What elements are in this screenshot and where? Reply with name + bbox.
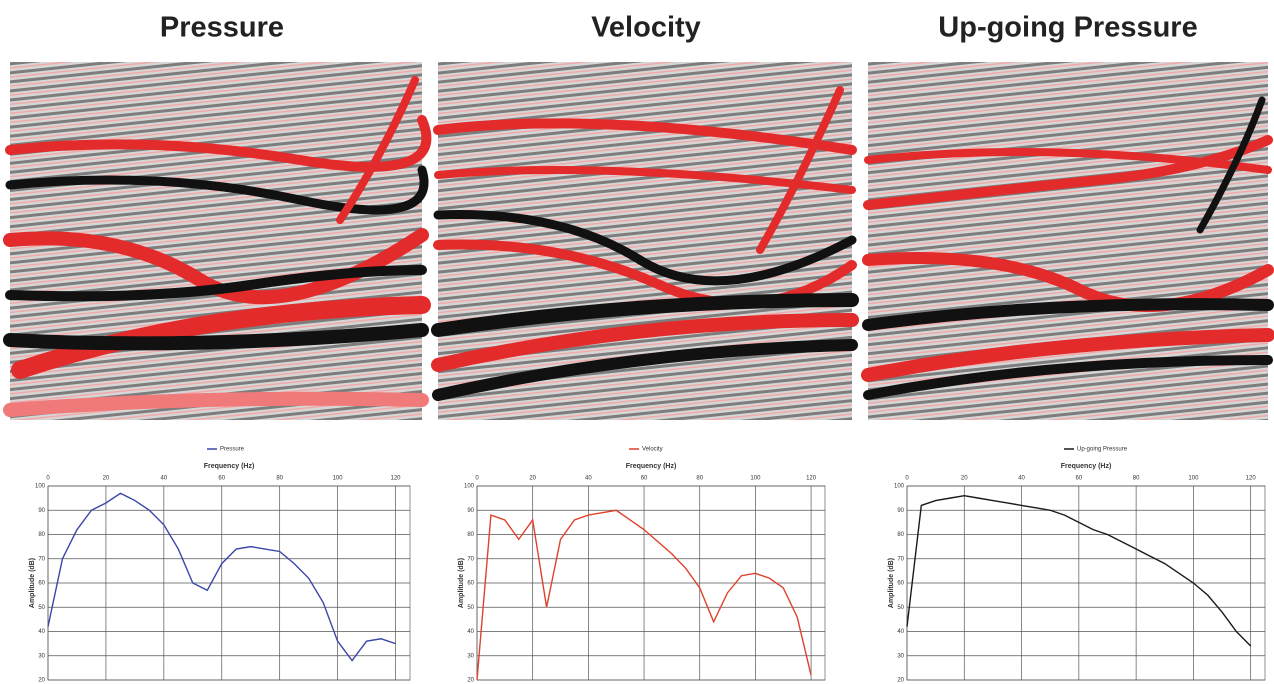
y-tick-label: 40 xyxy=(897,629,904,635)
legend-label: Pressure xyxy=(220,447,245,453)
panel-title: Velocity xyxy=(591,12,701,44)
legend-label: Velocity xyxy=(642,447,663,453)
y-axis-label: Amplitude (dB) xyxy=(29,558,36,608)
x-tick-label: 60 xyxy=(218,476,225,482)
x-tick-label: 100 xyxy=(1188,476,1199,482)
x-tick-label: 60 xyxy=(1075,476,1082,482)
y-tick-label: 60 xyxy=(38,581,45,587)
y-tick-label: 90 xyxy=(467,508,474,514)
legend-label: Up-going Pressure xyxy=(1077,447,1128,453)
y-tick-label: 100 xyxy=(894,484,905,490)
x-tick-label: 60 xyxy=(641,476,648,482)
y-tick-label: 20 xyxy=(897,678,904,684)
seismic-image xyxy=(10,62,426,420)
x-tick-label: 20 xyxy=(961,476,968,482)
y-tick-label: 30 xyxy=(38,653,45,659)
y-tick-label: 70 xyxy=(467,556,474,562)
y-tick-label: 80 xyxy=(38,532,45,538)
x-tick-label: 20 xyxy=(103,476,110,482)
y-tick-label: 90 xyxy=(38,508,45,514)
x-tick-label: 0 xyxy=(46,476,50,482)
x-tick-label: 120 xyxy=(806,476,817,482)
y-tick-label: 50 xyxy=(897,605,904,611)
y-tick-label: 80 xyxy=(897,532,904,538)
y-tick-label: 80 xyxy=(467,532,474,538)
y-axis-label: Amplitude (dB) xyxy=(888,558,895,608)
x-tick-label: 120 xyxy=(1246,476,1257,482)
panel-title: Up-going Pressure xyxy=(938,12,1197,44)
y-tick-label: 50 xyxy=(38,605,45,611)
y-tick-label: 50 xyxy=(467,605,474,611)
x-tick-label: 80 xyxy=(696,476,703,482)
x-tick-label: 40 xyxy=(585,476,592,482)
y-tick-label: 100 xyxy=(35,484,46,490)
seismic-image xyxy=(438,62,852,420)
y-tick-label: 40 xyxy=(467,629,474,635)
y-tick-label: 30 xyxy=(897,653,904,659)
x-tick-label: 40 xyxy=(1018,476,1025,482)
x-tick-label: 100 xyxy=(333,476,344,482)
x-tick-label: 80 xyxy=(276,476,283,482)
y-tick-label: 100 xyxy=(464,484,475,490)
seismic-image xyxy=(868,62,1268,420)
figure: Pressure Velocity Up-going Pressure 20 30… xyxy=(0,0,1274,684)
x-axis-label: Frequency (Hz) xyxy=(204,463,255,470)
y-tick-label: 70 xyxy=(38,556,45,562)
x-tick-label: 20 xyxy=(529,476,536,482)
y-tick-label: 20 xyxy=(38,678,45,684)
y-tick-label: 40 xyxy=(38,629,45,635)
x-tick-label: 40 xyxy=(160,476,167,482)
y-tick-label: 60 xyxy=(897,581,904,587)
x-tick-label: 120 xyxy=(391,476,402,482)
x-tick-label: 100 xyxy=(750,476,761,482)
y-tick-label: 70 xyxy=(897,556,904,562)
y-tick-label: 30 xyxy=(467,653,474,659)
panel-title: Pressure xyxy=(160,12,284,44)
x-tick-label: 0 xyxy=(905,476,909,482)
x-axis-label: Frequency (Hz) xyxy=(626,463,677,470)
x-axis-label: Frequency (Hz) xyxy=(1061,463,1112,470)
chart: Pressure Velocity Up-going Pressure 20 30… xyxy=(0,0,1274,684)
y-tick-label: 60 xyxy=(467,581,474,587)
x-tick-label: 0 xyxy=(475,476,479,482)
y-tick-label: 90 xyxy=(897,508,904,514)
x-tick-label: 80 xyxy=(1133,476,1140,482)
y-tick-label: 20 xyxy=(467,678,474,684)
y-axis-label: Amplitude (dB) xyxy=(458,558,465,608)
